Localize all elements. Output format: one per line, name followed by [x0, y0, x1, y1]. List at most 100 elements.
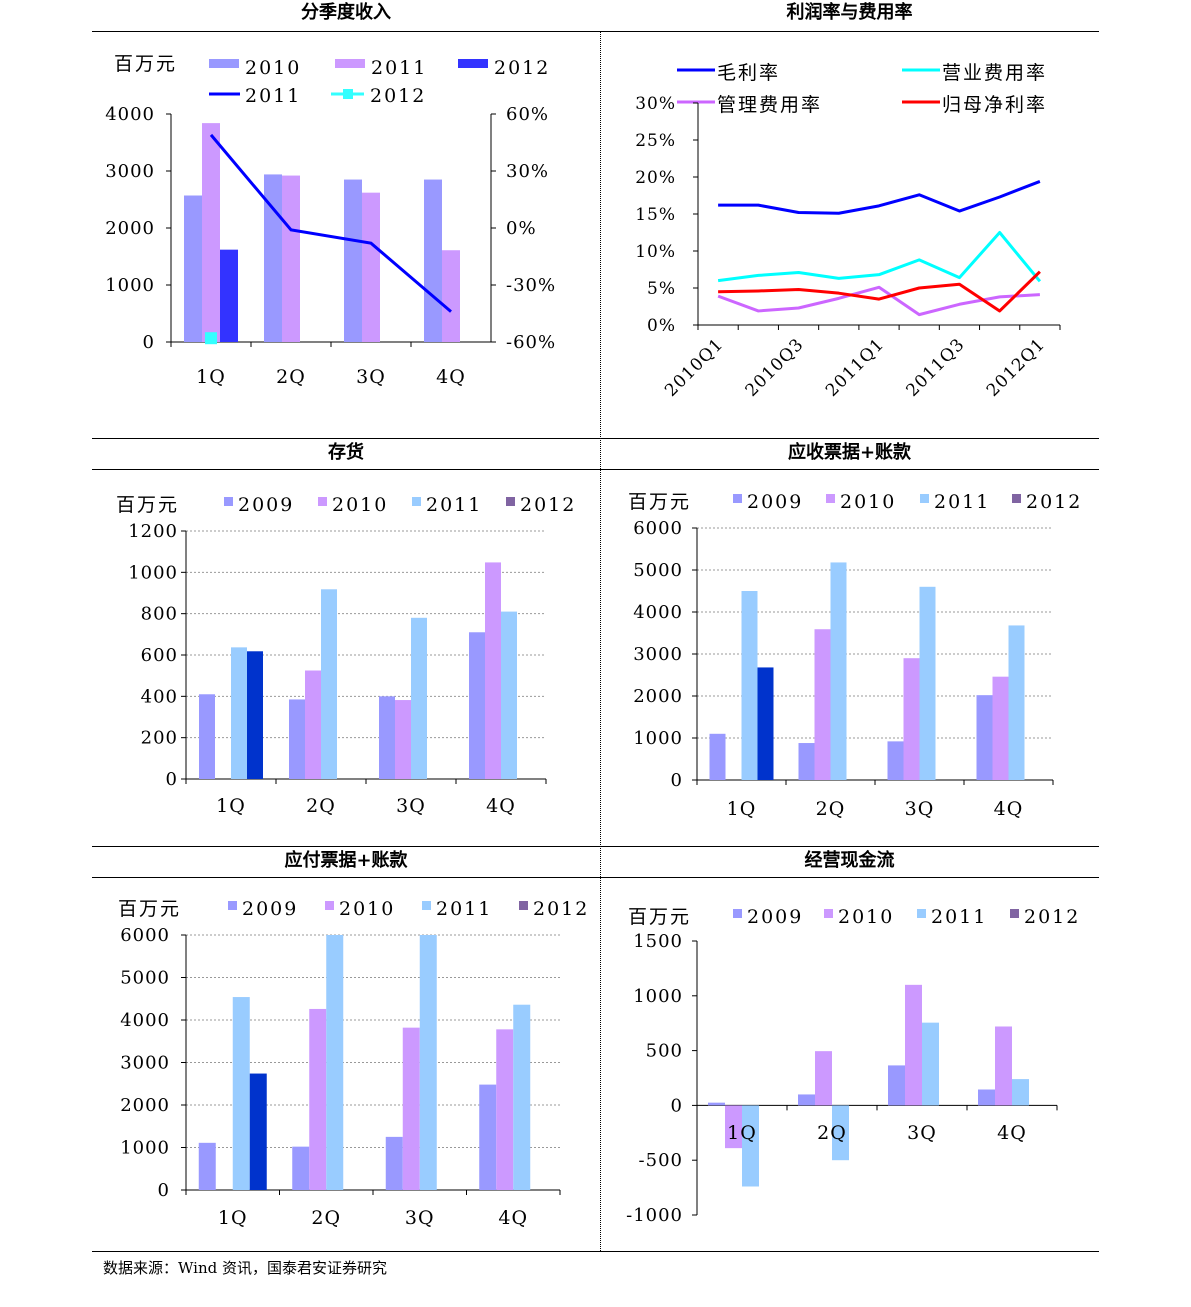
y-tick-label: 500 [646, 1041, 683, 1062]
y-tick-label: 6000 [633, 518, 683, 539]
legend-label-2009: 2009 [747, 491, 803, 513]
y-tick-label: 0 [166, 769, 178, 790]
bar-2012-1Q [757, 667, 774, 780]
legend-label-marker-2012: 2012 [370, 85, 426, 107]
legend-label-2010: 2010 [838, 906, 894, 928]
bar-2009-4Q [479, 1084, 497, 1190]
y-tick-label: 2000 [120, 1095, 170, 1116]
revenue-panel: 分季度收入 [92, 0, 600, 430]
bar-2011-4Q [1008, 625, 1025, 780]
bar-2009-2Q [292, 1146, 310, 1190]
x-tick-label: 4Q [994, 798, 1024, 820]
legend-swatch-bar-2012 [458, 59, 488, 68]
bar-2010-3Q [905, 984, 922, 1106]
x-tick-label: 3Q [396, 795, 426, 817]
legend-swatch-2011 [412, 497, 421, 506]
legend-label-2011: 2011 [934, 491, 990, 513]
line-2011 [209, 133, 452, 313]
legend-label-归母净利率: 归母净利率 [942, 94, 1047, 116]
y-tick-label: 5000 [633, 560, 683, 581]
legend-swatch-2009 [228, 901, 237, 910]
bar-2011-2Q [832, 1105, 849, 1161]
y-tick-label: 800 [141, 604, 178, 625]
legend-label-2010: 2010 [840, 491, 896, 513]
y-tick-label: 4000 [105, 104, 155, 125]
x-tick-label: 4Q [486, 795, 516, 817]
bar-2010-4Q [995, 1026, 1012, 1106]
bar-2010-3Q [903, 658, 920, 780]
x-tick-label: 1Q [216, 795, 246, 817]
cashflow-title: 经营现金流 [804, 850, 895, 871]
bar-2010-2Q [305, 670, 321, 779]
bar-2010-4Q [424, 179, 442, 342]
y2-tick-label: -60% [506, 332, 556, 353]
y2-tick-label: -30% [506, 275, 556, 296]
y-tick-label: 6000 [120, 925, 170, 946]
y-tick-label: 0 [143, 332, 155, 353]
legend-swatch-2009 [733, 909, 742, 918]
line-营业费用率 [717, 231, 1042, 283]
y-tick-label: 25% [635, 131, 676, 151]
y-tick-label: 0 [158, 1180, 170, 1201]
y-tick-label: 1000 [128, 562, 178, 583]
bar-2010-4Q [485, 562, 501, 779]
unit-label: 百万元 [628, 491, 691, 513]
legend-label-2012: 2012 [533, 898, 589, 920]
bar-2009-3Q [887, 741, 904, 780]
bar-2012-1Q [249, 1073, 267, 1190]
x-tick-label: 1Q [196, 366, 226, 388]
receivables-title: 应收票据+账款 [787, 442, 912, 463]
bar-2011-2Q [326, 935, 344, 1190]
line-毛利率 [718, 180, 1041, 215]
y-tick-label: 600 [141, 645, 178, 666]
bar-2011-1Q [232, 997, 250, 1190]
y-tick-label: -500 [639, 1150, 683, 1171]
y2-tick-label: 60% [506, 104, 549, 125]
bar-2010-3Q [344, 179, 362, 342]
legend-swatch-2010 [318, 497, 327, 506]
legend-swatch-2012 [519, 901, 528, 910]
x-tick-label: 2Q [306, 795, 336, 817]
legend-swatch-bar-2011 [335, 59, 365, 68]
legend-swatch-marker-2012 [343, 89, 353, 99]
x-tick-label: 2Q [816, 798, 846, 820]
y-tick-label: 0% [647, 316, 676, 336]
x-tick-label: 1Q [727, 1122, 757, 1144]
legend-label-2011: 2011 [426, 494, 482, 516]
legend-label-line-2011: 2011 [245, 85, 301, 107]
bar-2009-4Q [976, 695, 993, 780]
payables-title: 应付票据+账款 [284, 850, 408, 871]
y-tick-label: 1000 [120, 1138, 170, 1159]
inventory-panel: 存货 [92, 440, 600, 840]
y-tick-label: 200 [141, 728, 178, 749]
legend-swatch-2011 [422, 901, 431, 910]
legend-swatch-2010 [325, 901, 334, 910]
x-tick-label: 3Q [405, 1207, 435, 1229]
y2-tick-label: 0% [506, 218, 537, 239]
x-tick-label: 2010Q3 [742, 334, 808, 400]
bar-2012-1Q [220, 249, 238, 342]
bar-2011-3Q [362, 192, 380, 342]
bar-2011-4Q [1012, 1079, 1029, 1106]
bar-2009-4Q [469, 632, 485, 779]
y-tick-label: 0 [671, 770, 683, 791]
line-归母净利率 [718, 270, 1041, 313]
bar-2009-1Q [199, 694, 215, 779]
bar-2010-2Q [815, 1051, 832, 1106]
y-tick-label: 1500 [633, 931, 683, 952]
rule-mid1-bottom [92, 469, 1099, 470]
rule-mid2-bottom [92, 877, 1099, 878]
rule-top [92, 31, 1099, 32]
x-tick-label: 2Q [311, 1207, 341, 1229]
y-tick-label: 4000 [120, 1010, 170, 1031]
bar-2009-4Q [978, 1089, 995, 1106]
legend-swatch-2010 [826, 494, 835, 503]
y-tick-label: 15% [635, 205, 676, 225]
x-tick-label: 2011Q3 [902, 334, 968, 400]
legend-label-2012: 2012 [1026, 491, 1082, 513]
bar-2010-2Q [814, 629, 831, 780]
legend-label-2009: 2009 [242, 898, 298, 920]
legend-swatch-2009 [224, 497, 233, 506]
x-tick-label: 3Q [356, 366, 386, 388]
